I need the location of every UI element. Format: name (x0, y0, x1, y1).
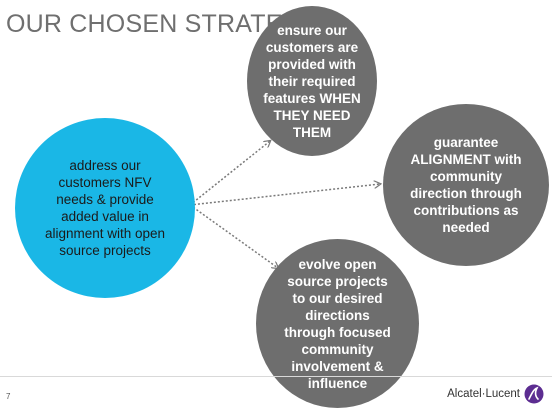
outcome-circle-features: ensure our customers are provided with t… (247, 6, 377, 156)
footer-divider (0, 376, 552, 377)
logo-text: Alcatel·Lucent (447, 388, 520, 400)
outcome-text-evolve: evolve open source projects to our desir… (284, 256, 391, 391)
page-number: 7 (6, 392, 11, 401)
arrow-to-middle-circle (189, 184, 380, 206)
outcome-circle-alignment: guarantee ALIGNMENT with community direc… (383, 104, 549, 266)
outcome-text-features: ensure our customers are provided with t… (263, 22, 361, 140)
arrow-to-bottom-circle (189, 204, 278, 268)
outcome-text-alignment: guarantee ALIGNMENT with community direc… (410, 135, 522, 235)
alcatel-lucent-logo-icon (524, 384, 544, 404)
outcome-circle-evolve: evolve open source projects to our desir… (256, 239, 419, 408)
center-strategy-circle: address our customers NFV needs & provid… (15, 118, 195, 298)
company-logo: Alcatel·Lucent (447, 384, 544, 404)
arrow-to-top-circle (189, 141, 270, 206)
center-strategy-text: address our customers NFV needs & provid… (44, 158, 166, 258)
